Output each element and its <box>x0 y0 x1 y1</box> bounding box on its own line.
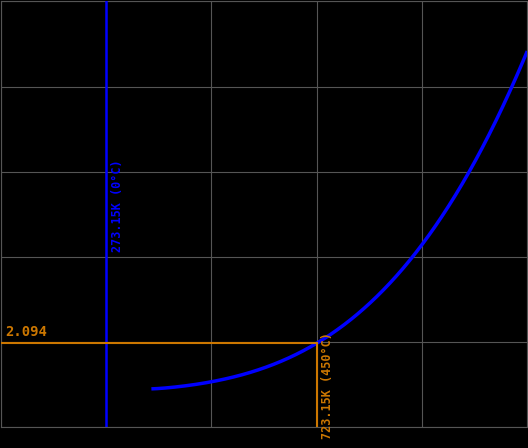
Text: 273.15K (0°C): 273.15K (0°C) <box>111 159 124 252</box>
Text: 2.094: 2.094 <box>5 325 47 339</box>
Text: 723.15K (450°C): 723.15K (450°C) <box>321 332 334 439</box>
